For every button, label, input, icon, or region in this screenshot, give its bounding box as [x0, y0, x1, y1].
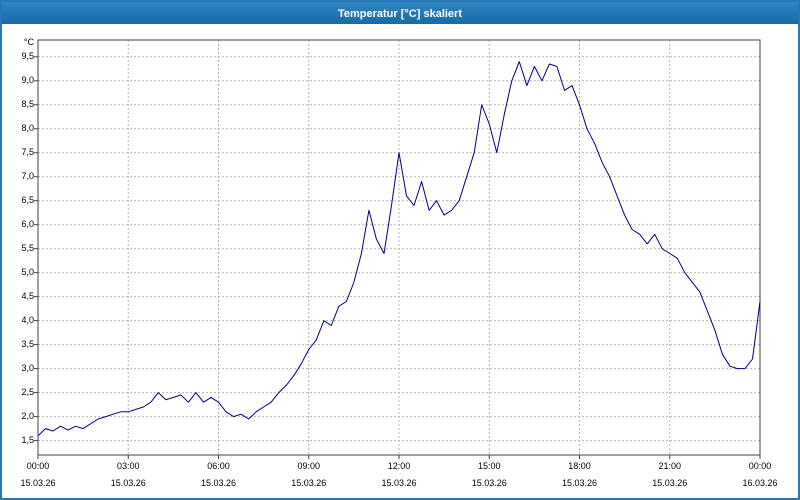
plot-border: [37, 39, 761, 456]
y-tick-label: 2,0: [21, 410, 34, 421]
y-tick-label: 9,0: [21, 74, 34, 85]
x-time-label: 21:00: [658, 461, 682, 471]
x-date-label: 15.03.26: [561, 478, 598, 488]
y-tick-label: 6,5: [21, 194, 34, 205]
window-title: Temperatur [°C] skaliert: [337, 8, 462, 20]
x-time-label: 03:00: [116, 461, 140, 471]
x-time-label: 09:00: [297, 461, 321, 471]
y-tick-label: 3,0: [21, 362, 34, 373]
x-time-label: 00:00: [748, 461, 772, 471]
y-tick-label: 2,5: [21, 386, 34, 397]
x-date-label: 15.03.26: [471, 478, 507, 488]
y-tick-label: 7,5: [21, 146, 34, 157]
plot-canvas: [34, 39, 761, 459]
x-date-label: 15.03.26: [20, 478, 56, 488]
y-tick-label: 8,0: [21, 122, 34, 133]
y-tick-label: 9,5: [21, 50, 34, 61]
x-time-label: 15:00: [477, 461, 501, 471]
x-time-label: 12:00: [387, 461, 411, 471]
x-time-label: 06:00: [207, 461, 230, 471]
y-tick-label: 4,0: [21, 314, 34, 325]
y-axis-unit-label: °C: [23, 36, 34, 47]
y-tick-label: 7,0: [21, 170, 34, 181]
y-tick-label: 3,5: [21, 338, 34, 349]
y-tick-label: 1,5: [21, 434, 34, 445]
x-date-label: 15.03.26: [652, 478, 688, 488]
y-tick-label: 5,0: [21, 266, 34, 277]
x-date-label: 15.03.26: [200, 478, 237, 488]
y-tick-label: 5,5: [21, 242, 34, 253]
y-tick-label: 4,5: [21, 290, 34, 301]
x-time-label: 00:00: [26, 461, 50, 471]
y-tick-label: 8,5: [21, 98, 34, 109]
y-tick-label: 6,0: [21, 218, 34, 229]
x-date-label: 15.03.26: [110, 478, 146, 488]
x-date-label: 15.03.26: [291, 478, 327, 488]
chart-area: °C 9,5 9,0 8,5 8,0 7,5 7,0 6,5 6,0 5,5 5,0 4,5 4,0 3,…: [2, 24, 798, 498]
x-date-label: 16.03.26: [742, 478, 778, 488]
x-date-label: 15.03.26: [381, 478, 417, 488]
temperature-series-line: [37, 61, 761, 437]
x-time-label: 18:00: [568, 461, 591, 471]
window-titlebar[interactable]: Temperatur [°C] skaliert: [2, 2, 798, 24]
